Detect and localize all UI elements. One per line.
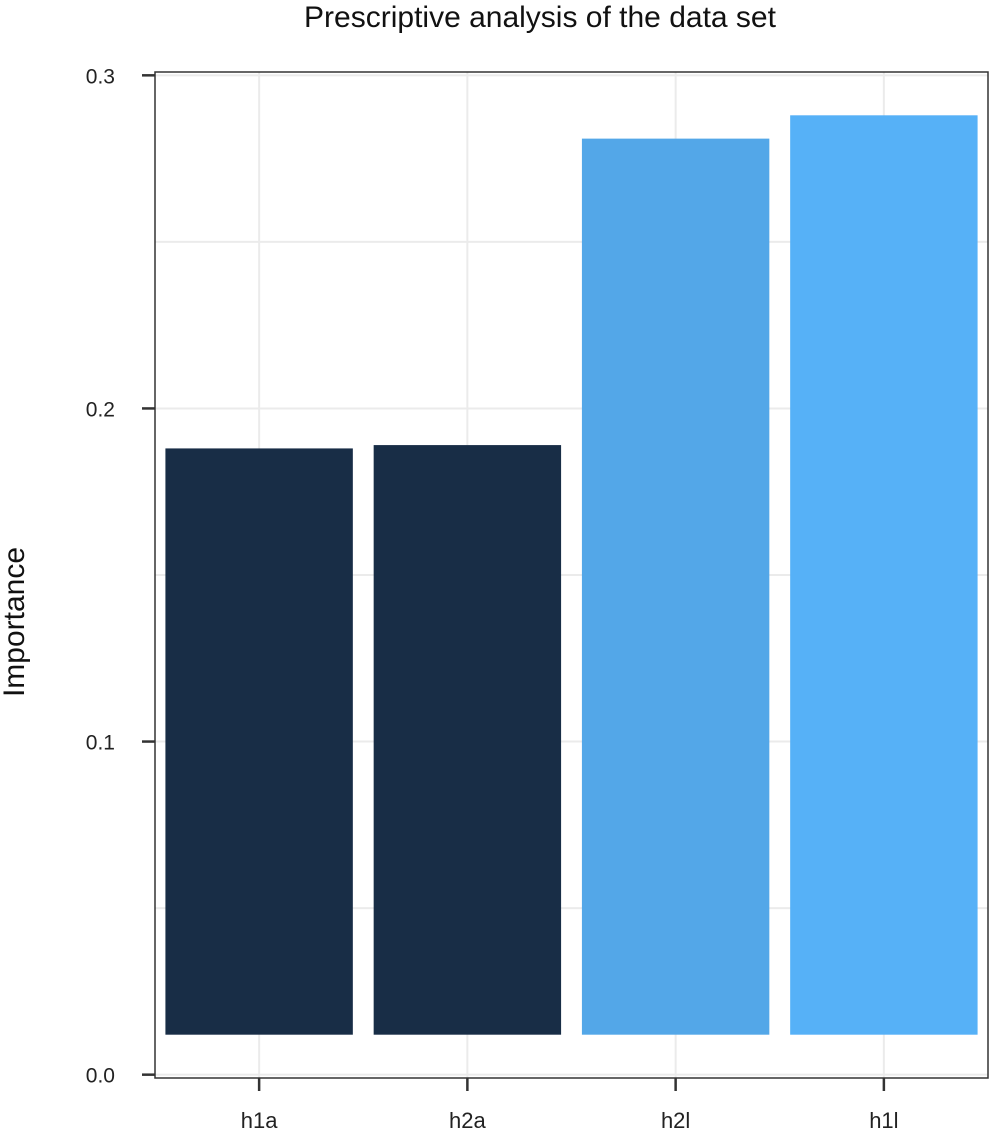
y-axis-label: Importance bbox=[0, 547, 31, 697]
bar-h1l bbox=[790, 115, 978, 1035]
x-tick-label-h1l: h1l bbox=[869, 1108, 898, 1133]
x-tick-label-h2a: h2a bbox=[449, 1108, 486, 1133]
bar-h1a bbox=[165, 448, 353, 1035]
y-axis: 0.0 0.1 0.2 0.3 bbox=[86, 65, 155, 1088]
y-tick-label: 0.1 bbox=[86, 732, 115, 755]
y-tick-label: 0.0 bbox=[86, 1065, 115, 1088]
y-tick-label: 0.2 bbox=[86, 398, 115, 421]
x-tick-label-h1a: h1a bbox=[241, 1108, 278, 1133]
bar-h2l bbox=[581, 138, 770, 1035]
plot-panel-border bbox=[154, 71, 989, 1079]
bars bbox=[165, 115, 978, 1035]
x-axis: h1a h2a h2l h1l bbox=[241, 1078, 899, 1133]
y-tick-label: 0.3 bbox=[86, 65, 115, 88]
bar-h2a bbox=[373, 445, 562, 1035]
chart-title: Prescriptive analysis of the data set bbox=[304, 1, 777, 34]
x-tick-label-h2l: h2l bbox=[661, 1108, 690, 1133]
